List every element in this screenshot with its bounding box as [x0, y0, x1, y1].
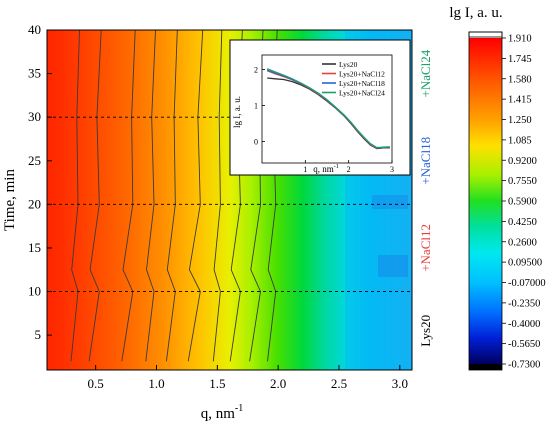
contour-line [121, 30, 136, 362]
colorbar-top-cap [468, 31, 503, 38]
inset-y-tick-label: 1 [254, 101, 258, 110]
inset-x-axis-title: q, nm-1 [313, 164, 339, 174]
segment-label: +NaCl24 [418, 49, 433, 97]
x-axis-title-base: q, nm [201, 406, 236, 422]
inset-x-tick-label: 1 [303, 165, 307, 174]
y-tick-label: 40 [28, 22, 41, 37]
colorbar-tick-label: 1.745 [508, 54, 532, 65]
inset-legend: Lys20Lys20+NaCl12Lys20+NaCl18Lys20+NaCl2… [322, 60, 385, 97]
colorbar-tick-label: 0.5900 [508, 197, 537, 208]
colorbar-tick-label: 0.09500 [508, 258, 542, 269]
x-tick-label: 3.0 [392, 376, 408, 391]
inset-plot-frame [261, 54, 393, 164]
contour-line [165, 30, 178, 362]
segment-label: Lys20 [418, 315, 433, 347]
segment-labels: Lys20 +NaCl12 +NaCl18 +NaCl24 [418, 49, 433, 346]
colorbar-tick-label: 0.4250 [508, 217, 537, 228]
inset-y-tick-label: 2 [254, 65, 258, 74]
plot-frame [46, 29, 413, 371]
contour-line [145, 30, 156, 362]
colorbar-tick-label: 1.910 [508, 34, 532, 45]
x-axis-title: q, nm-1 [201, 403, 244, 422]
inset-ticks: 1 2 3 0 1 2 [254, 65, 394, 174]
x-tick-label: 0.5 [88, 376, 104, 391]
segment-label: +NaCl12 [418, 224, 433, 272]
contour-line [187, 30, 204, 362]
colorbar-tick-label: 0.7550 [508, 176, 537, 187]
inset-legend-label: Lys20 [339, 60, 358, 69]
y-axis-title: Time, min [2, 169, 18, 231]
colorbar: lg I, a. u. 1.910 1.745 1.580 1.415 1.250 1.0… [449, 5, 545, 371]
colorbar-tick-label: -0.5650 [508, 339, 540, 350]
x-tick-label: 1.0 [148, 376, 164, 391]
colorbar-tick-label: 0.9200 [508, 156, 537, 167]
x-tick-label: 1.5 [209, 376, 225, 391]
x-axis-title-sup: -1 [235, 403, 243, 414]
y-tick-label: 25 [28, 153, 41, 168]
inset-x-tick-label: 3 [390, 165, 394, 174]
inset-y-axis-title: lg I, a. u. [232, 96, 242, 128]
segment-label: +NaCl18 [418, 137, 433, 185]
colorbar-tick-label: 1.250 [508, 115, 532, 126]
colorbar-tick-label: 1.085 [508, 135, 532, 146]
colorbar-tick-label: -0.4000 [508, 319, 540, 330]
colorbar-title: lg I, a. u. [449, 5, 502, 21]
x-tick-label: 2.0 [270, 376, 286, 391]
colorbar-tick-label: 0.2600 [508, 237, 537, 248]
x-axis-ticks: 0.5 1.0 1.5 2.0 2.5 3.0 [88, 365, 408, 391]
colorbar-tick-label: 1.580 [508, 74, 532, 85]
inset-legend-label: Lys20+NaCl18 [339, 79, 385, 88]
inset-legend-label: Lys20+NaCl24 [339, 88, 385, 97]
inset-x-tick-label: 2 [347, 165, 351, 174]
colorbar-tick-label: -0.07000 [508, 278, 546, 289]
colorbar-gradient [469, 38, 502, 364]
colorbar-tick-label: -0.2350 [508, 298, 540, 309]
colorbar-tick-label: 1.415 [508, 95, 532, 106]
inset-x-axis-title-base: q, nm [313, 164, 334, 174]
colorbar-bottom-cap [469, 364, 502, 370]
contour-line [70, 30, 80, 362]
y-tick-label: 30 [28, 109, 41, 124]
y-tick-label: 10 [28, 284, 41, 299]
x-tick-label: 2.5 [331, 376, 347, 391]
colorbar-ticks: 1.910 1.745 1.580 1.415 1.250 1.085 0.9200 0.75… [502, 34, 546, 371]
inset-y-tick-label: 0 [254, 137, 258, 146]
y-tick-label: 20 [28, 196, 41, 211]
inset-series-line [266, 68, 390, 149]
y-tick-label: 15 [28, 240, 41, 255]
inset-x-axis-title-sup: -1 [334, 164, 339, 170]
contour-line [212, 30, 223, 362]
y-tick-label: 35 [28, 66, 41, 81]
contour-line [88, 30, 102, 362]
inset-background [229, 39, 411, 176]
y-axis-ticks: 5 10 15 20 25 30 35 40 [28, 22, 52, 342]
inset-series-lines [266, 68, 390, 150]
inset-legend-label: Lys20+NaCl12 [339, 69, 385, 78]
colorbar-tick-label: -0.7300 [508, 360, 540, 371]
y-tick-label: 5 [35, 327, 42, 342]
